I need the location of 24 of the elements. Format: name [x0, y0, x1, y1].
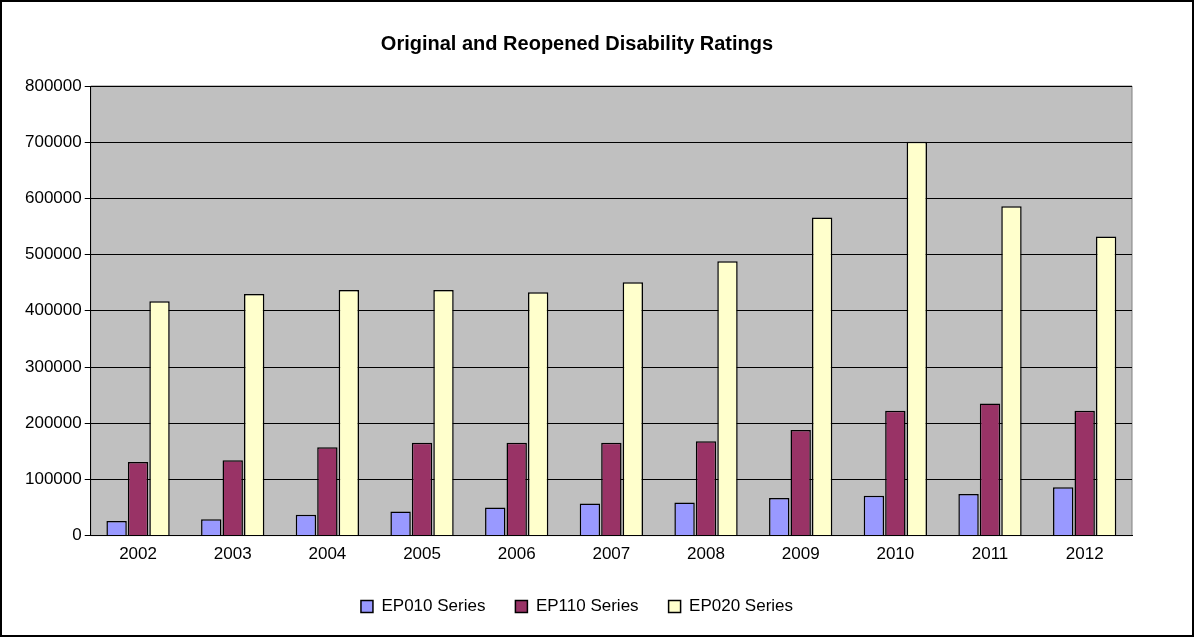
- y-tick-label: 0: [72, 525, 82, 545]
- chart-title: Original and Reopened Disability Ratings: [380, 31, 774, 54]
- x-tick-label: 2006: [497, 544, 536, 564]
- x-tick-label: 2012: [1065, 544, 1104, 564]
- y-tick-label: 100000: [24, 469, 82, 489]
- x-tick-label: 2004: [308, 544, 347, 564]
- x-tick-label: 2010: [876, 544, 915, 564]
- legend-label: EP020 Series: [689, 596, 794, 616]
- x-tick-label: 2011: [971, 544, 1009, 564]
- legend-label: EP010 Series: [381, 596, 486, 616]
- y-tick-label: 800000: [24, 75, 82, 95]
- x-tick-label: 2005: [403, 544, 441, 564]
- legend-label: EP110 Series: [535, 596, 639, 616]
- y-tick-label: 500000: [24, 244, 82, 264]
- y-tick-label: 700000: [24, 131, 82, 151]
- x-tick-label: 2008: [687, 544, 725, 564]
- x-tick-label: 2003: [213, 544, 252, 564]
- y-tick-label: 600000: [24, 188, 82, 208]
- y-tick-label: 300000: [24, 356, 82, 376]
- y-tick-label: 200000: [24, 412, 82, 432]
- x-tick-label: 2009: [781, 544, 820, 564]
- x-tick-label: 2002: [119, 544, 157, 564]
- y-tick-label: 400000: [24, 300, 82, 320]
- x-tick-label: 2007: [592, 544, 631, 564]
